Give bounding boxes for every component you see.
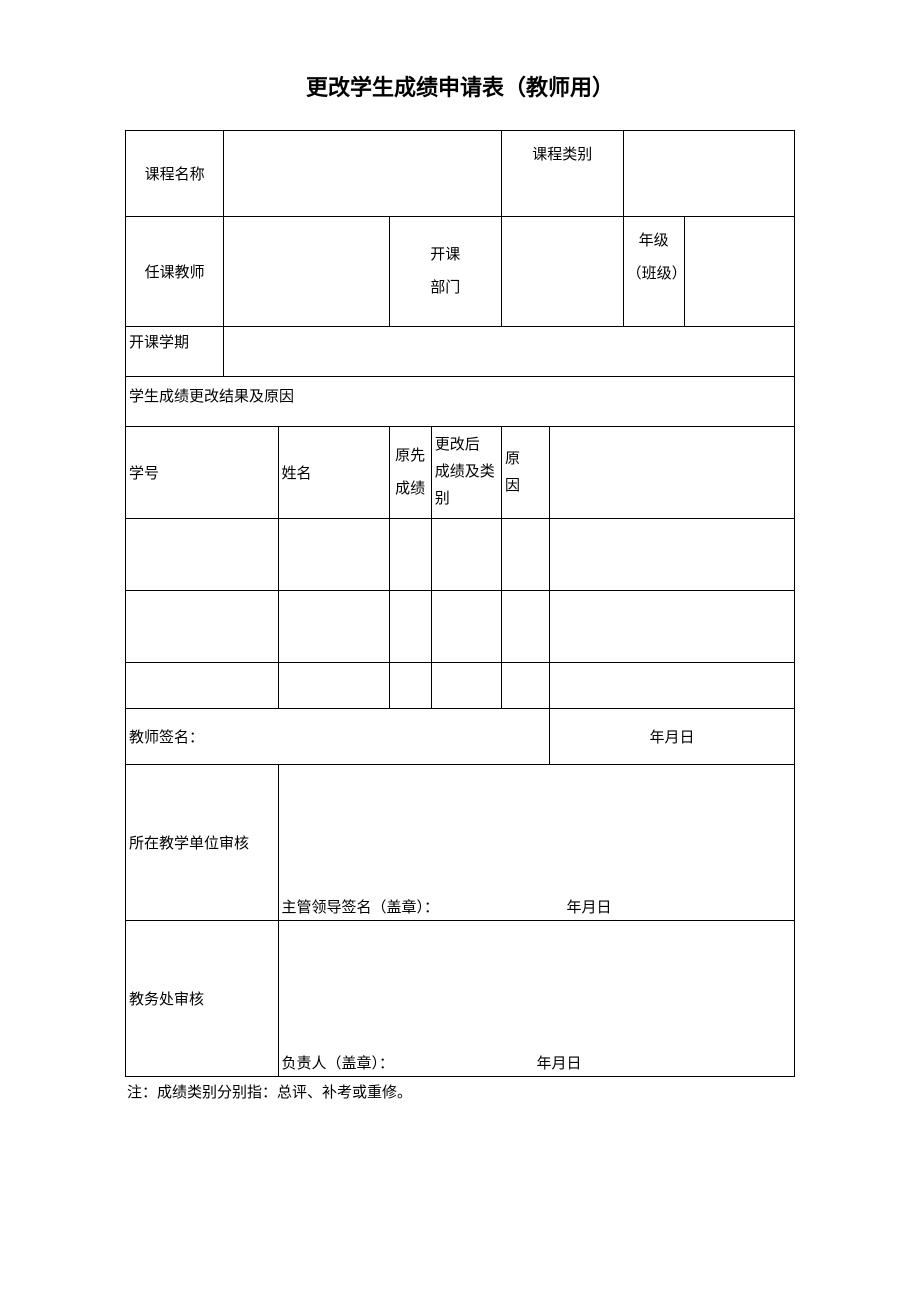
label-grade-l1: 年级 bbox=[639, 233, 669, 249]
label-student-id: 学号 bbox=[126, 427, 279, 519]
label-reason-l1: 原 bbox=[505, 451, 520, 467]
value-department bbox=[501, 217, 623, 327]
table-row bbox=[550, 519, 795, 591]
label-grade-l2: （班级） bbox=[627, 266, 687, 282]
table-row bbox=[550, 663, 795, 709]
table-row bbox=[126, 591, 279, 663]
label-reason: 原 因 bbox=[501, 427, 549, 519]
value-semester bbox=[224, 327, 795, 377]
label-department-l2: 部门 bbox=[430, 280, 460, 296]
grade-change-form-table: 课程名称 课程类别 任课教师 开课 部门 年级 （班级） 开课学期 学生成绩更改… bbox=[125, 130, 795, 1077]
label-new-score-l3: 别 bbox=[435, 491, 450, 507]
page-title: 更改学生成绩申请表（教师用） bbox=[125, 70, 795, 102]
unit-review-cell: 主管领导签名（盖章）： 年月日 bbox=[278, 765, 794, 921]
label-course-type: 课程类别 bbox=[501, 131, 623, 217]
table-row bbox=[126, 663, 279, 709]
table-row bbox=[126, 519, 279, 591]
label-department: 开课 部门 bbox=[389, 217, 501, 327]
office-sign-label: 负责人（盖章）： bbox=[282, 1056, 395, 1072]
label-reason-l2: 因 bbox=[505, 478, 520, 494]
table-row bbox=[431, 519, 501, 591]
label-new-score-l1: 更改后 bbox=[435, 437, 480, 453]
table-row bbox=[389, 663, 431, 709]
office-review-cell: 负责人（盖章）： 年月日 bbox=[278, 921, 794, 1077]
table-row bbox=[278, 663, 389, 709]
table-row bbox=[550, 591, 795, 663]
label-department-l1: 开课 bbox=[430, 247, 460, 263]
office-sign-date: 年月日 bbox=[537, 1056, 582, 1072]
table-row bbox=[431, 591, 501, 663]
table-row bbox=[431, 663, 501, 709]
label-new-score-l2: 成绩及类 bbox=[435, 464, 495, 480]
unit-review-label: 所在教学单位审核 bbox=[126, 765, 279, 921]
table-row bbox=[389, 591, 431, 663]
unit-sign-date: 年月日 bbox=[567, 900, 612, 916]
label-semester: 开课学期 bbox=[126, 327, 224, 377]
table-row bbox=[278, 519, 389, 591]
section-header: 学生成绩更改结果及原因 bbox=[126, 377, 795, 427]
value-reason-header-blank bbox=[550, 427, 795, 519]
unit-sign-label: 主管领导签名（盖章）： bbox=[282, 900, 440, 916]
office-review-label: 教务处审核 bbox=[126, 921, 279, 1077]
teacher-sign-cell: 教师签名： bbox=[126, 709, 550, 765]
label-teacher: 任课教师 bbox=[126, 217, 224, 327]
label-orig-score: 原先 成绩 bbox=[389, 427, 431, 519]
table-row bbox=[389, 519, 431, 591]
value-teacher bbox=[224, 217, 389, 327]
table-row bbox=[501, 519, 549, 591]
value-course-name bbox=[224, 131, 502, 217]
value-grade bbox=[684, 217, 794, 327]
table-row bbox=[278, 591, 389, 663]
label-orig-score-l1: 原先 bbox=[395, 448, 425, 464]
label-student-name: 姓名 bbox=[278, 427, 389, 519]
value-course-type bbox=[623, 131, 794, 217]
table-row bbox=[501, 591, 549, 663]
teacher-sign-date: 年月日 bbox=[550, 709, 795, 765]
label-course-name: 课程名称 bbox=[126, 131, 224, 217]
footnote: 注：成绩类别分别指：总评、补考或重修。 bbox=[125, 1081, 795, 1102]
label-new-score: 更改后 成绩及类 别 bbox=[431, 427, 501, 519]
label-orig-score-l2: 成绩 bbox=[395, 481, 425, 497]
table-row bbox=[501, 663, 549, 709]
label-grade: 年级 （班级） bbox=[623, 217, 684, 327]
